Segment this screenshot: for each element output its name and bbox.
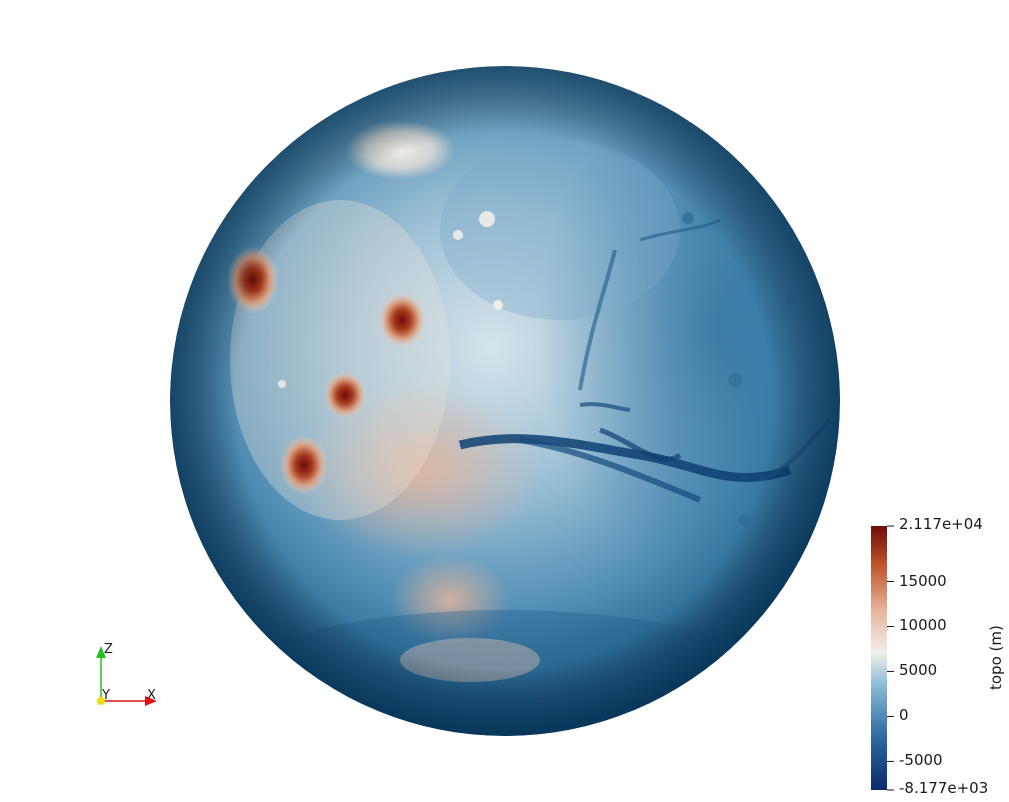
colorbar-max-label: 2.117e+04 — [899, 515, 983, 533]
orientation-axes — [96, 646, 157, 706]
x-axis-label: X — [147, 688, 156, 703]
colorbar-tick-label: 0 — [899, 706, 909, 725]
y-axis-label: Y — [102, 688, 110, 703]
colorbar-min-label: -8.177e+03 — [899, 779, 989, 797]
colorbar — [871, 525, 894, 791]
y-axis-marker — [97, 697, 105, 705]
z-axis-arrow — [96, 646, 106, 658]
colorbar-tick-label: 15000 — [899, 571, 947, 590]
colorbar-gradient — [871, 526, 887, 790]
colorbar-title: topo (m) — [987, 625, 1005, 690]
z-axis-label: Z — [104, 642, 113, 657]
colorbar-tick-label: 10000 — [899, 616, 947, 635]
x-axis-arrow — [145, 696, 157, 706]
mars-globe — [170, 66, 840, 736]
colorbar-ticks — [887, 525, 894, 791]
colorbar-tick-label: -5000 — [899, 751, 943, 770]
colorbar-tick-label: 5000 — [899, 661, 938, 680]
